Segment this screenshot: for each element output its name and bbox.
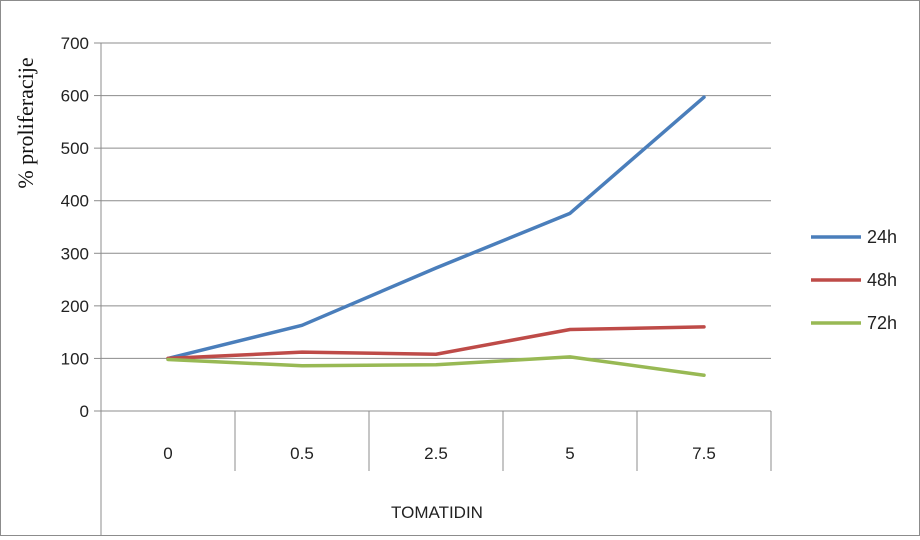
y-tick-labels: 0 100 200 300 400 500 600 700 [61, 34, 89, 421]
x-tick-label: 2.5 [424, 444, 448, 463]
y-tick-label: 500 [61, 139, 89, 158]
y-tick-label: 0 [80, 402, 89, 421]
y-axis-label: % proliferacije [13, 57, 38, 188]
x-axis-label: TOMATIDIN [391, 503, 483, 522]
legend: 24h 48h 72h [811, 227, 897, 333]
gridlines [101, 42, 771, 359]
x-tick-label: 7.5 [692, 444, 716, 463]
series-lines [166, 95, 706, 378]
x-tick-label: 5 [565, 444, 574, 463]
y-tick-label: 100 [61, 349, 89, 368]
y-tick-label: 400 [61, 192, 89, 211]
y-tick-label: 600 [61, 87, 89, 106]
legend-label-24h: 24h [867, 227, 897, 247]
y-tick-label: 700 [61, 34, 89, 53]
x-tick-label: 0 [163, 444, 172, 463]
legend-label-72h: 72h [867, 313, 897, 333]
y-tick-label: 200 [61, 297, 89, 316]
axes [94, 42, 772, 535]
series-line-72h [166, 355, 706, 378]
x-category-labels: 0 0.5 2.5 5 7.5 [163, 444, 716, 463]
series-line-24h [166, 95, 706, 361]
legend-label-48h: 48h [867, 270, 897, 290]
x-tick-label: 0.5 [290, 444, 314, 463]
y-tick-label: 300 [61, 244, 89, 263]
series-line-48h [166, 325, 706, 361]
